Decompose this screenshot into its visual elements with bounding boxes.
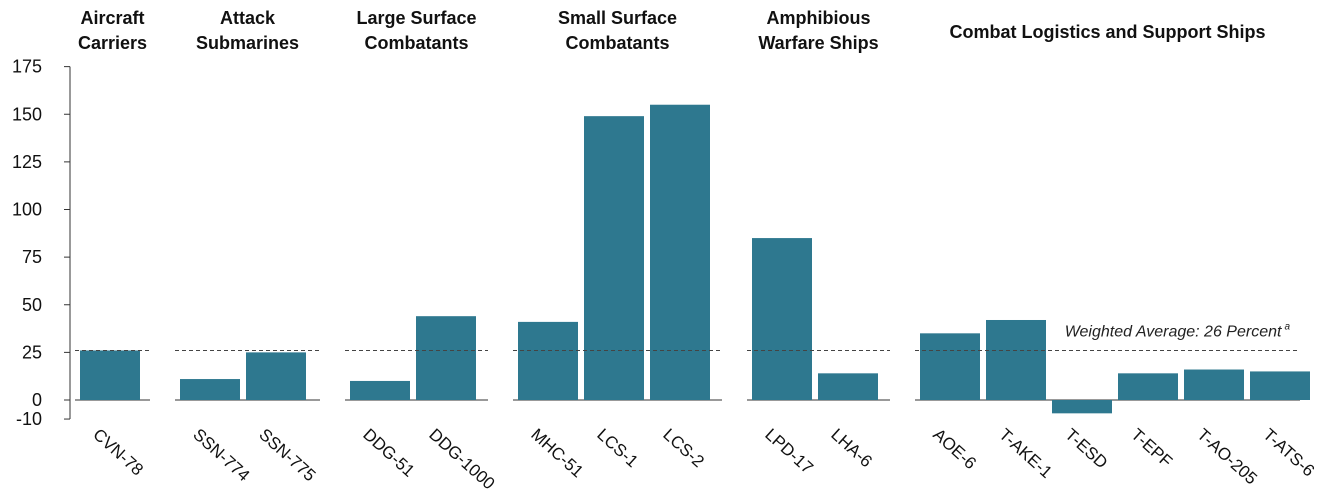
- y-tick-label: 75: [22, 247, 42, 267]
- y-tick-label: 50: [22, 295, 42, 315]
- y-tick-label: -10: [16, 409, 42, 429]
- y-tick-label: 125: [12, 152, 42, 172]
- group-aircraft-carriers: Aircraft Carriers CVN-78: [75, 8, 150, 479]
- bar-t-ake-1: [986, 319, 1046, 400]
- x-category-label: T-AKE-1: [995, 425, 1055, 482]
- group-title: Combatants: [364, 33, 468, 53]
- bar-lpd-17: [752, 238, 812, 400]
- group-attack-submarines: Attack Submarines SSN-774 SSN-775: [175, 8, 320, 485]
- x-category-label: LCS-1: [593, 425, 642, 471]
- bar-ddg-1000: [416, 316, 476, 400]
- x-category-label: CVN-78: [89, 425, 147, 480]
- y-tick-label: 175: [12, 57, 42, 77]
- group-amphibious-warfare-ships: Amphibious Warfare Ships LPD-17 LHA-6: [747, 8, 890, 478]
- bar-lcs-1: [584, 116, 644, 400]
- x-category-label: MHC-51: [527, 425, 587, 481]
- bar-ssn-775: [246, 352, 306, 400]
- y-tick-label: 25: [22, 342, 42, 362]
- group-title: Carriers: [78, 33, 147, 53]
- x-category-label: SSN-774: [189, 425, 253, 485]
- reference-line-label: Weighted Average: 26 Percent a: [1065, 321, 1291, 340]
- bar-ddg-51: [350, 380, 410, 400]
- bar-aoe-6: [920, 333, 980, 400]
- bar-t-epf: [1118, 373, 1178, 400]
- bar-lcs-2: [650, 104, 710, 400]
- group-title: Amphibious: [767, 8, 871, 28]
- x-category-label: T-ATS-6: [1259, 425, 1318, 481]
- group-title: Aircraft: [80, 8, 144, 28]
- group-small-surface-combatants: Small Surface Combatants MHC-51 LCS-1 LCS-2: [513, 8, 722, 481]
- group-title: Combat Logistics and Support Ships: [949, 22, 1265, 42]
- x-category-label: DDG-51: [359, 425, 418, 481]
- x-category-label: T-ESD: [1061, 425, 1111, 473]
- group-title: Large Surface: [356, 8, 476, 28]
- bar-lha-6: [818, 373, 878, 400]
- reference-line-footnote: a: [1284, 321, 1290, 332]
- chart-groups: Aircraft Carriers CVN-78 Attack Submarines SS…: [75, 8, 1318, 493]
- bar-cvn-78: [80, 350, 140, 400]
- group-title: Warfare Ships: [758, 33, 878, 53]
- x-category-label: T-EPF: [1127, 425, 1176, 471]
- y-tick-label: 0: [32, 390, 42, 410]
- reference-line-text: Weighted Average: 26 Percent: [1065, 323, 1282, 340]
- bar-t-ats-6: [1250, 371, 1310, 400]
- group-title: Submarines: [196, 33, 299, 53]
- bar-t-ao-205: [1184, 369, 1244, 400]
- x-category-label: AOE-6: [929, 425, 980, 473]
- group-combat-logistics-and-support-ships: Combat Logistics and Support Ships AOE-6 T…: [915, 22, 1318, 488]
- reference-line-group: Weighted Average: 26 Percent a: [1065, 321, 1291, 340]
- x-category-label: LCS-2: [659, 425, 708, 471]
- bar-mhc-51: [518, 321, 578, 400]
- x-category-label: LPD-17: [761, 425, 817, 478]
- x-category-label: T-AO-205: [1193, 425, 1260, 488]
- group-large-surface-combatants: Large Surface Combatants DDG-51 DDG-1000: [345, 8, 498, 493]
- x-category-label: DDG-1000: [425, 425, 498, 493]
- y-tick-label: 150: [12, 104, 42, 124]
- x-category-label: SSN-775: [255, 425, 319, 485]
- x-category-label: LHA-6: [827, 425, 876, 471]
- group-title: Small Surface: [558, 8, 677, 28]
- y-tick-label: 100: [12, 200, 42, 220]
- bar-ssn-774: [180, 379, 240, 400]
- y-axis: 175 150 125 100 75 50 25 0-10: [12, 57, 71, 429]
- bar-t-esd: [1052, 400, 1112, 414]
- group-title: Combatants: [565, 33, 669, 53]
- group-title: Attack: [220, 8, 276, 28]
